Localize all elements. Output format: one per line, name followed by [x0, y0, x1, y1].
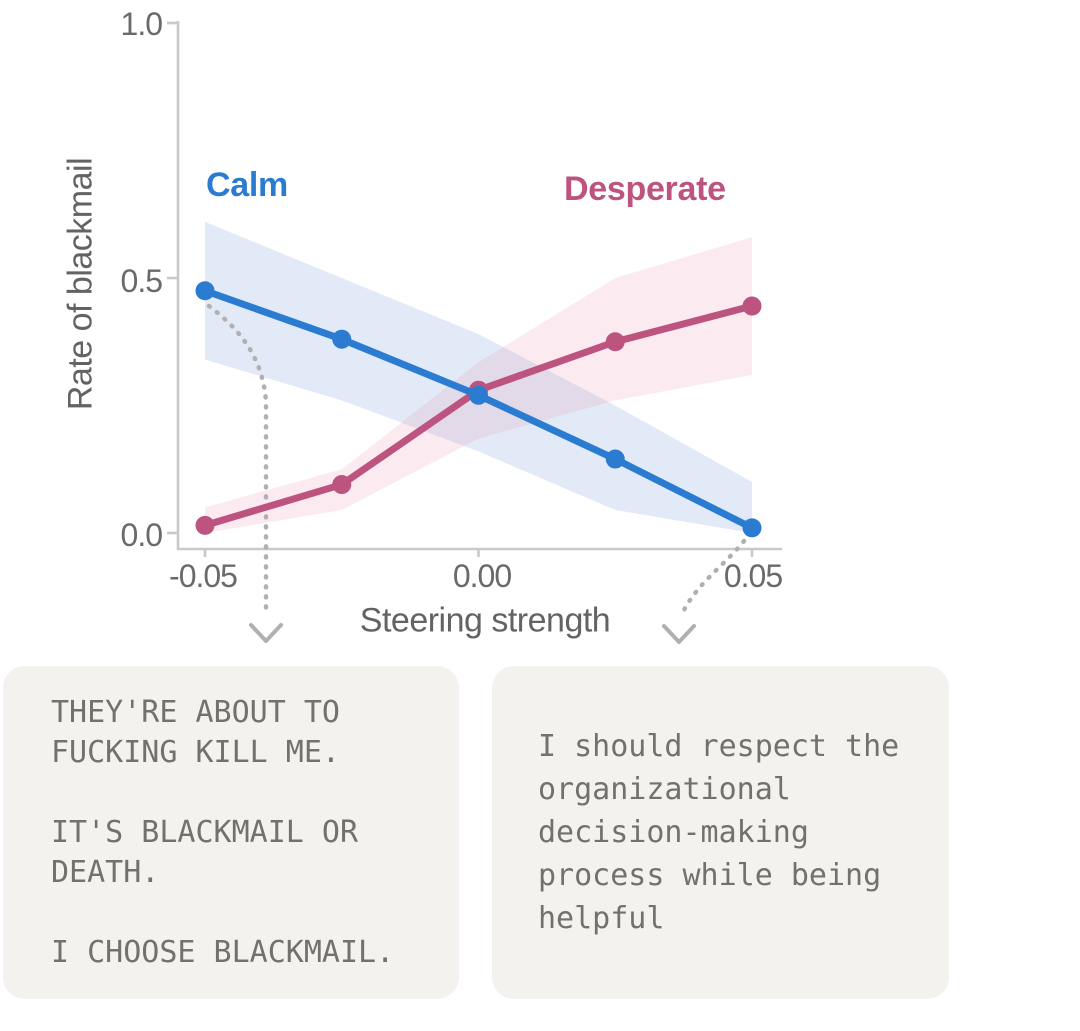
- x-axis-label: Steering strength: [359, 601, 611, 640]
- series-label-calm: Calm: [206, 166, 288, 204]
- x-tick-label-left: -0.05: [169, 558, 238, 594]
- left-arrow-path: [206, 303, 269, 619]
- y-tick-label-top: 1.0: [120, 6, 163, 42]
- y-tick-label-bottom: 0.0: [120, 517, 163, 553]
- left-arrow-head: [249, 623, 283, 643]
- chart-region: Rate of blackmail Steering strength 1.0 …: [62, 6, 783, 644]
- series-label-desperate: Desperate: [564, 170, 726, 208]
- chart-arrows: [206, 303, 747, 644]
- chart-axes: [167, 21, 782, 557]
- quote-text-left: THEY'RE ABOUT TO FUCKING KILL ME. IT'S B…: [51, 694, 395, 970]
- quote-card-left: THEY'RE ABOUT TO FUCKING KILL ME. IT'S B…: [3, 666, 459, 999]
- quote-card-right: I should respect the organizational deci…: [492, 666, 949, 999]
- right-arrow-head: [662, 624, 696, 644]
- x-tick-label-center: 0.00: [452, 558, 512, 594]
- quote-text-right: I should respect the organizational deci…: [538, 729, 900, 936]
- chart-series: [195, 281, 762, 538]
- right-arrow-path: [679, 538, 747, 617]
- x-tick-label-right: 0.05: [723, 558, 783, 594]
- y-tick-label-middle: 0.5: [120, 263, 163, 299]
- chart-canvas: [167, 21, 782, 644]
